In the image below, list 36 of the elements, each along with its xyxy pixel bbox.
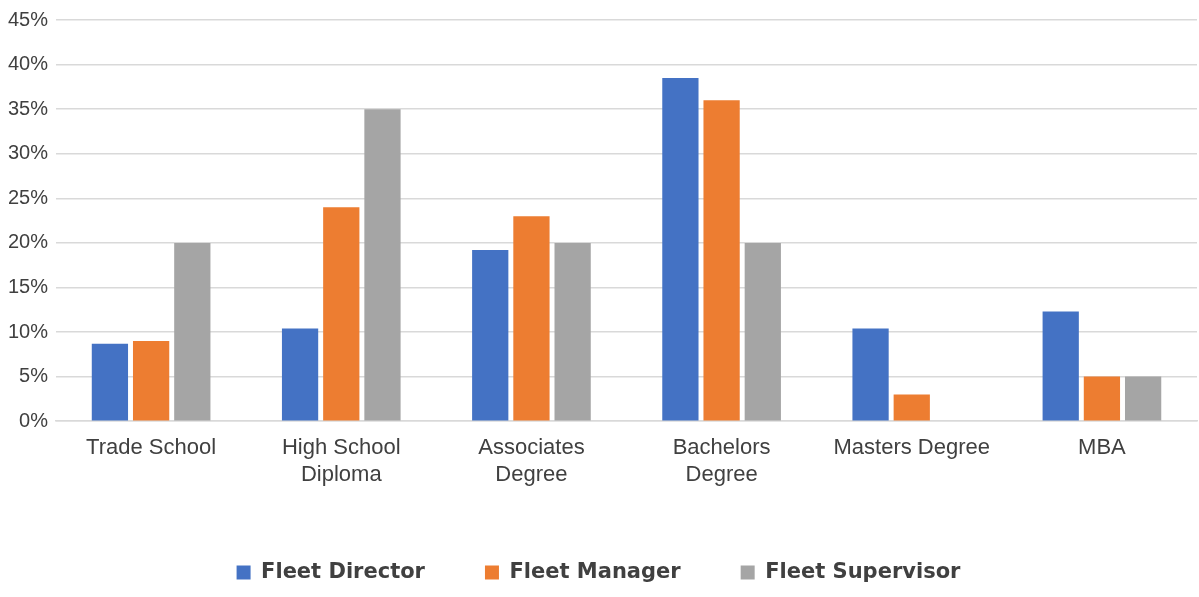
bar bbox=[662, 77, 699, 421]
bar bbox=[744, 242, 781, 421]
x-tick-label: Associates Degree bbox=[478, 434, 585, 486]
y-tick-label: 20% bbox=[8, 230, 49, 253]
bar bbox=[1083, 376, 1121, 421]
bar bbox=[1124, 376, 1162, 421]
bar bbox=[91, 343, 129, 421]
bar bbox=[513, 216, 550, 421]
x-tick-label: High School Diploma bbox=[281, 434, 401, 486]
y-tick-label: 15% bbox=[8, 274, 49, 297]
y-tick-label: 5% bbox=[19, 364, 49, 387]
bar bbox=[472, 250, 509, 421]
y-tick-label: 30% bbox=[8, 141, 49, 164]
bar bbox=[852, 328, 889, 421]
y-tick-label: 35% bbox=[8, 96, 49, 119]
bar bbox=[132, 340, 170, 421]
bar bbox=[174, 242, 211, 421]
legend-label: Fleet Director bbox=[261, 558, 426, 583]
bar bbox=[323, 207, 360, 421]
y-tick-label: 0% bbox=[19, 408, 49, 431]
bar bbox=[554, 242, 591, 421]
bar bbox=[893, 394, 930, 421]
bar bbox=[1042, 311, 1079, 421]
bar bbox=[364, 109, 401, 421]
bar bbox=[703, 100, 740, 421]
legend-label: Fleet Manager bbox=[509, 558, 682, 583]
bar bbox=[281, 328, 319, 421]
y-tick-label: 40% bbox=[8, 52, 49, 75]
y-tick-label: 10% bbox=[8, 319, 49, 342]
x-tick-label: Masters Degree bbox=[833, 434, 991, 460]
legend-label: Fleet Supervisor bbox=[765, 558, 962, 583]
x-tick-label: Bachelors Degree bbox=[672, 434, 771, 486]
y-tick-label: 45% bbox=[8, 7, 49, 30]
x-tick-label: Trade School bbox=[86, 434, 217, 460]
x-tick-label: MBA bbox=[1078, 434, 1127, 460]
y-tick-label: 25% bbox=[8, 185, 49, 208]
